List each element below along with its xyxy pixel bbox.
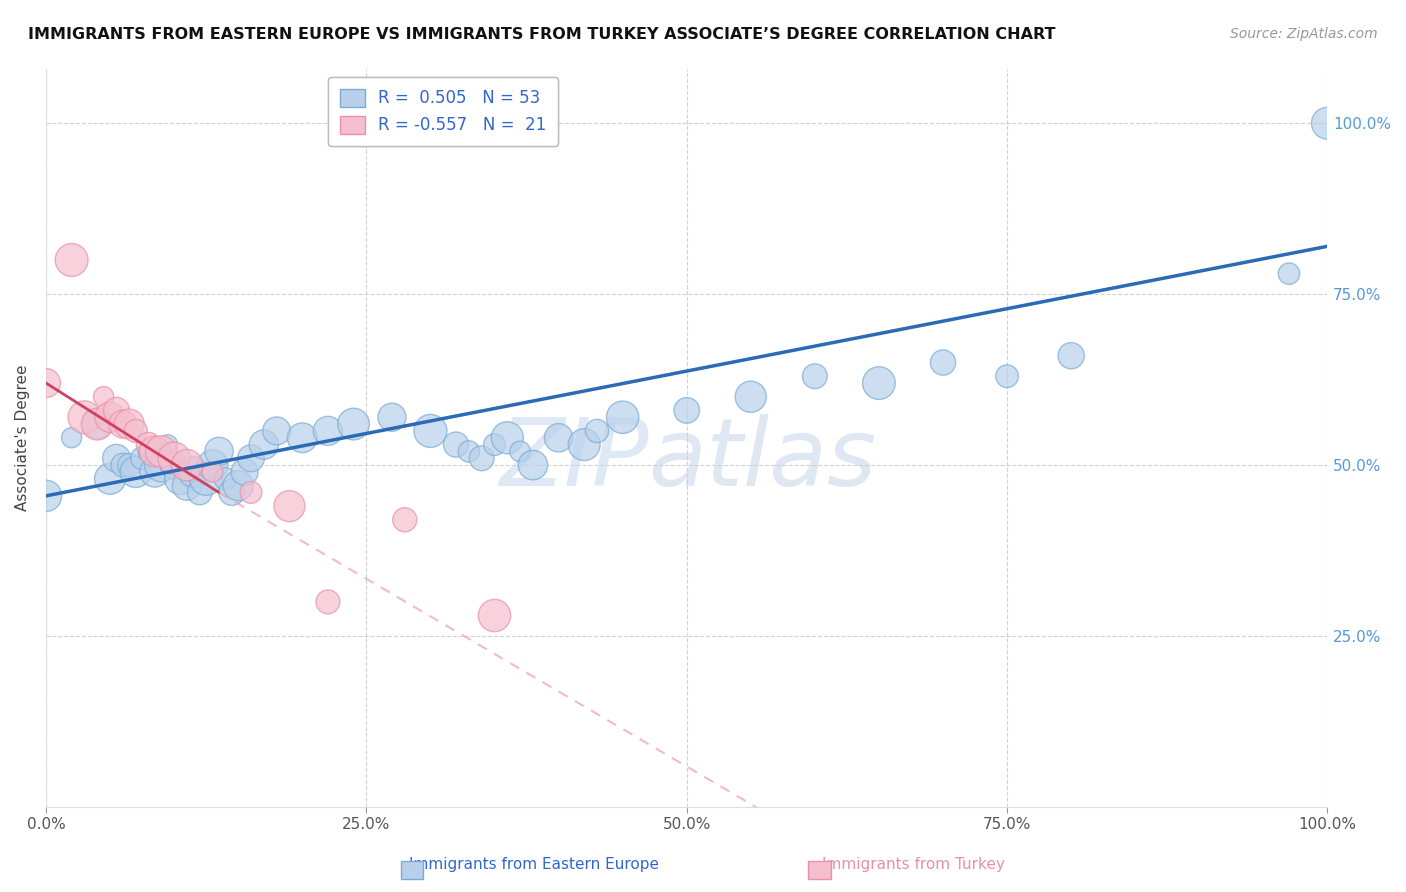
Point bbox=[675, 403, 697, 417]
Text: Source: ZipAtlas.com: Source: ZipAtlas.com bbox=[1230, 27, 1378, 41]
Point bbox=[226, 478, 249, 492]
Point bbox=[111, 417, 134, 431]
Text: ZIP: ZIP bbox=[499, 415, 648, 506]
Point bbox=[60, 431, 83, 445]
Point bbox=[457, 444, 479, 458]
Point bbox=[188, 485, 211, 500]
Point bbox=[201, 458, 224, 472]
Point bbox=[240, 485, 263, 500]
Point bbox=[509, 444, 531, 458]
Point bbox=[342, 417, 364, 431]
Point bbox=[163, 451, 186, 466]
Point bbox=[394, 513, 416, 527]
Point bbox=[143, 444, 166, 458]
Point bbox=[266, 424, 288, 438]
Text: Immigrants from Turkey: Immigrants from Turkey bbox=[823, 857, 1005, 872]
Point bbox=[995, 369, 1018, 384]
Point bbox=[233, 465, 256, 479]
Point bbox=[86, 417, 108, 431]
Point bbox=[150, 444, 173, 458]
Point bbox=[316, 595, 339, 609]
Point bbox=[484, 608, 506, 623]
Point bbox=[419, 424, 441, 438]
Point bbox=[156, 437, 179, 451]
Point bbox=[124, 424, 146, 438]
Text: atlas: atlas bbox=[648, 415, 876, 506]
Point bbox=[381, 410, 404, 425]
Point bbox=[484, 437, 506, 451]
Point bbox=[253, 437, 276, 451]
Point bbox=[572, 437, 595, 451]
Point bbox=[586, 424, 609, 438]
Text: IMMIGRANTS FROM EASTERN EUROPE VS IMMIGRANTS FROM TURKEY ASSOCIATE’S DEGREE CORR: IMMIGRANTS FROM EASTERN EUROPE VS IMMIGR… bbox=[28, 27, 1056, 42]
Point bbox=[1316, 116, 1339, 130]
Point bbox=[98, 410, 121, 425]
Point bbox=[278, 499, 301, 513]
Legend: R =  0.505   N = 53, R = -0.557   N =  21: R = 0.505 N = 53, R = -0.557 N = 21 bbox=[328, 77, 558, 146]
Point bbox=[150, 458, 173, 472]
Point bbox=[868, 376, 890, 390]
Point bbox=[86, 417, 108, 431]
Point bbox=[138, 444, 160, 458]
Point bbox=[1278, 267, 1301, 281]
Point bbox=[740, 390, 762, 404]
Point bbox=[240, 451, 263, 466]
Point bbox=[547, 431, 569, 445]
Point bbox=[131, 451, 153, 466]
Point bbox=[105, 451, 128, 466]
Point bbox=[93, 390, 115, 404]
Point bbox=[201, 465, 224, 479]
Point bbox=[214, 472, 236, 486]
Point bbox=[163, 458, 186, 472]
Point bbox=[1060, 349, 1083, 363]
Point bbox=[169, 472, 191, 486]
Point bbox=[195, 472, 218, 486]
Point bbox=[612, 410, 634, 425]
Point bbox=[105, 403, 128, 417]
Point bbox=[143, 465, 166, 479]
Point bbox=[111, 458, 134, 472]
Point bbox=[124, 465, 146, 479]
Point bbox=[316, 424, 339, 438]
Point bbox=[522, 458, 544, 472]
Point bbox=[118, 417, 141, 431]
Point bbox=[471, 451, 494, 466]
Point bbox=[118, 458, 141, 472]
Point bbox=[221, 485, 243, 500]
Point bbox=[176, 458, 198, 472]
Point bbox=[183, 465, 205, 479]
Point bbox=[208, 444, 231, 458]
Y-axis label: Associate's Degree: Associate's Degree bbox=[15, 365, 30, 511]
Point bbox=[932, 355, 955, 369]
Point bbox=[291, 431, 314, 445]
Point bbox=[98, 472, 121, 486]
Point bbox=[176, 478, 198, 492]
Point bbox=[60, 252, 83, 267]
Point bbox=[444, 437, 467, 451]
Point bbox=[804, 369, 827, 384]
Text: Immigrants from Eastern Europe: Immigrants from Eastern Europe bbox=[409, 857, 659, 872]
Point bbox=[138, 437, 160, 451]
Point bbox=[496, 431, 519, 445]
Point bbox=[35, 376, 58, 390]
Point bbox=[73, 410, 96, 425]
Point bbox=[35, 489, 58, 503]
